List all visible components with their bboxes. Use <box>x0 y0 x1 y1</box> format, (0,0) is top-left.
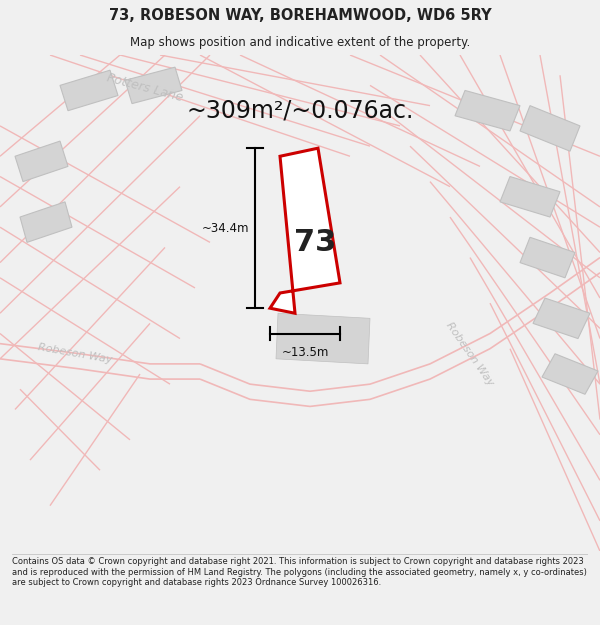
Polygon shape <box>270 148 340 313</box>
Polygon shape <box>533 298 590 339</box>
Polygon shape <box>276 313 370 364</box>
Polygon shape <box>15 141 68 182</box>
Polygon shape <box>455 91 520 131</box>
Polygon shape <box>500 176 560 217</box>
Text: ~34.4m: ~34.4m <box>202 222 249 234</box>
Text: Robeson Way: Robeson Way <box>444 320 496 388</box>
Polygon shape <box>60 70 118 111</box>
Text: ~309m²/~0.076ac.: ~309m²/~0.076ac. <box>187 99 413 122</box>
Polygon shape <box>542 354 598 394</box>
Text: 73: 73 <box>294 228 336 257</box>
Text: Map shows position and indicative extent of the property.: Map shows position and indicative extent… <box>130 36 470 49</box>
Text: 73, ROBESON WAY, BOREHAMWOOD, WD6 5RY: 73, ROBESON WAY, BOREHAMWOOD, WD6 5RY <box>109 8 491 23</box>
Text: Contains OS data © Crown copyright and database right 2021. This information is : Contains OS data © Crown copyright and d… <box>12 558 587 587</box>
Polygon shape <box>520 106 580 151</box>
Polygon shape <box>520 238 575 278</box>
Polygon shape <box>20 202 72 242</box>
Text: Potters Lane: Potters Lane <box>106 71 185 104</box>
Text: ~13.5m: ~13.5m <box>281 346 329 359</box>
Polygon shape <box>125 67 182 104</box>
Text: Robeson Way: Robeson Way <box>37 342 113 365</box>
